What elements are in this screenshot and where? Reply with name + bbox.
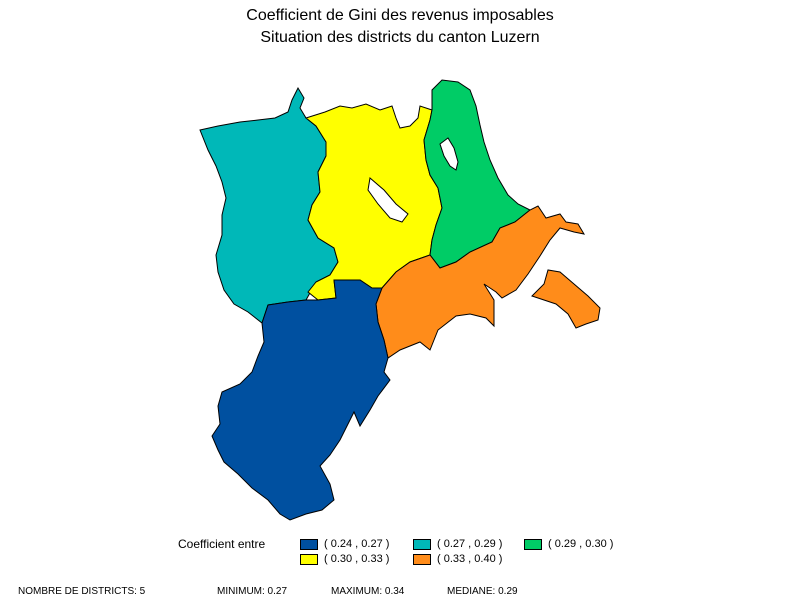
legend-item-2: ( 0.27 , 0.29 ) xyxy=(413,537,502,551)
footer-minimum: MINIMUM: 0.27 xyxy=(217,586,288,597)
legend-label-4: ( 0.30 , 0.33 ) xyxy=(324,553,390,565)
district-south[interactable] xyxy=(211,279,391,521)
map-title: Coefficient de Gini des revenus imposabl… xyxy=(246,7,554,24)
lake-sempach xyxy=(367,177,409,223)
legend-item-3: ( 0.29 , 0.30 ) xyxy=(524,537,613,551)
footer-district-count: NOMBRE DE DISTRICTS: 5 xyxy=(18,586,146,597)
footer-median: MEDIANE: 0.29 xyxy=(447,586,518,597)
district-east-exclave[interactable] xyxy=(531,269,601,329)
map-subtitle: Situation des districts du canton Luzern xyxy=(260,29,540,46)
legend-swatch-3 xyxy=(524,538,542,550)
legend-swatch-5 xyxy=(413,553,431,565)
legend-label-1: ( 0.24 , 0.27 ) xyxy=(324,538,390,550)
legend-item-1: ( 0.24 , 0.27 ) xyxy=(300,537,389,551)
legend-label-2: ( 0.27 , 0.29 ) xyxy=(437,538,503,550)
legend-swatch-1 xyxy=(300,538,318,550)
district-east[interactable] xyxy=(375,205,586,359)
legend-title: Coefficient entre xyxy=(178,537,266,551)
legend-item-5: ( 0.33 , 0.40 ) xyxy=(413,552,502,566)
legend-swatch-2 xyxy=(413,538,431,550)
footer-maximum: MAXIMUM: 0.34 xyxy=(331,586,405,597)
legend-swatch-4 xyxy=(300,553,318,565)
legend-label-3: ( 0.29 , 0.30 ) xyxy=(548,538,614,550)
legend-item-4: ( 0.30 , 0.33 ) xyxy=(300,552,389,566)
legend-label-5: ( 0.33 , 0.40 ) xyxy=(437,553,503,565)
lake-baldegg xyxy=(439,137,459,171)
